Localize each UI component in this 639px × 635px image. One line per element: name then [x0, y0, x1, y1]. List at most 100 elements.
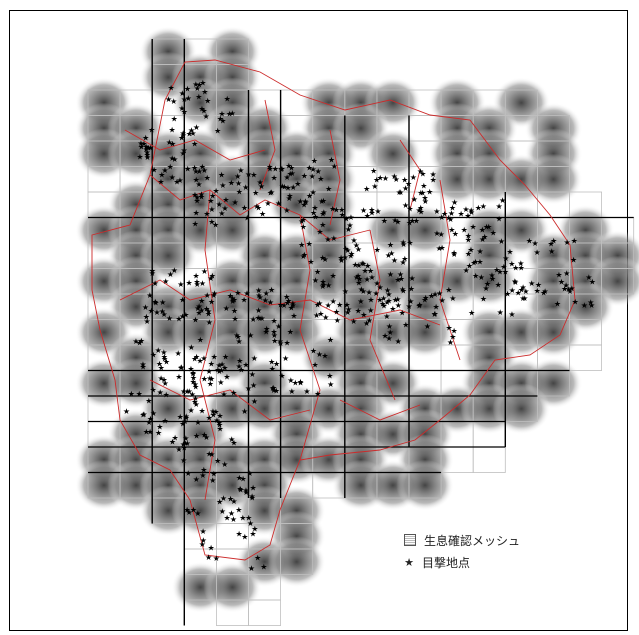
sighting-star-icon: ★ — [449, 333, 456, 342]
sighting-star-icon: ★ — [270, 386, 277, 395]
sighting-star-icon: ★ — [144, 153, 151, 162]
sighting-star-icon: ★ — [518, 264, 525, 273]
sighting-star-icon: ★ — [384, 286, 391, 295]
sighting-star-icon: ★ — [252, 188, 259, 197]
sighting-star-icon: ★ — [193, 352, 200, 361]
sighting-star-icon: ★ — [209, 407, 216, 416]
sighting-star-icon: ★ — [268, 358, 275, 367]
sighting-star-icon: ★ — [184, 387, 191, 396]
sighting-star-icon: ★ — [399, 258, 406, 267]
boundary-line — [299, 214, 321, 461]
sighting-star-icon: ★ — [201, 87, 208, 96]
sighting-star-icon: ★ — [227, 292, 234, 301]
sighting-star-icon: ★ — [401, 176, 408, 185]
sighting-star-icon: ★ — [241, 407, 248, 416]
sighting-star-icon: ★ — [482, 284, 489, 293]
sighting-star-icon: ★ — [391, 256, 398, 265]
sighting-star-icon: ★ — [210, 410, 217, 419]
sighting-star-icon: ★ — [144, 148, 151, 157]
sighting-star-icon: ★ — [213, 187, 220, 196]
sighting-star-icon: ★ — [192, 382, 199, 391]
sighting-star-icon: ★ — [210, 469, 217, 478]
sighting-star-icon: ★ — [248, 564, 255, 573]
sighting-star-icon: ★ — [374, 245, 381, 254]
sighting-star-icon: ★ — [319, 282, 326, 291]
sighting-star-icon: ★ — [355, 279, 362, 288]
sighting-star-icon: ★ — [222, 196, 229, 205]
sighting-star-icon: ★ — [158, 374, 165, 383]
sighting-star-icon: ★ — [303, 387, 310, 396]
sighting-star-icon: ★ — [322, 255, 329, 264]
sighting-star-icon: ★ — [123, 407, 130, 416]
sighting-star-icon: ★ — [379, 299, 386, 308]
sighting-star-icon: ★ — [464, 212, 471, 221]
sighting-star-icon: ★ — [535, 281, 542, 290]
sighting-star-icon: ★ — [310, 346, 317, 355]
sighting-star-icon: ★ — [191, 398, 198, 407]
sighting-star-icon: ★ — [385, 290, 392, 299]
sighting-star-icon: ★ — [355, 245, 362, 254]
sighting-star-icon: ★ — [182, 434, 189, 443]
sighting-star-icon: ★ — [289, 169, 296, 178]
sighting-star-icon: ★ — [242, 183, 249, 192]
sighting-star-icon: ★ — [224, 513, 231, 522]
sighting-star-icon: ★ — [554, 300, 561, 309]
sighting-star-icon: ★ — [517, 259, 524, 268]
sighting-star-icon: ★ — [355, 307, 362, 316]
sighting-star-icon: ★ — [203, 305, 210, 314]
sighting-star-icon: ★ — [405, 302, 412, 311]
sighting-star-icon: ★ — [445, 214, 452, 223]
sighting-star-icon: ★ — [377, 174, 384, 183]
sighting-star-icon: ★ — [275, 322, 282, 331]
sighting-star-icon: ★ — [166, 138, 173, 147]
sighting-star-icon: ★ — [216, 418, 223, 427]
sighting-star-icon: ★ — [333, 206, 340, 215]
sighting-star-icon: ★ — [189, 129, 196, 138]
sighting-star-icon: ★ — [500, 262, 507, 271]
sighting-star-icon: ★ — [144, 144, 151, 153]
sighting-star-icon: ★ — [532, 239, 539, 248]
sighting-star-icon: ★ — [350, 317, 357, 326]
sighting-star-icon: ★ — [255, 314, 262, 323]
sighting-star-icon: ★ — [231, 295, 238, 304]
sighting-star-icon: ★ — [186, 387, 193, 396]
sighting-star-icon: ★ — [217, 378, 224, 387]
sighting-star-icon: ★ — [509, 286, 516, 295]
sighting-star-icon: ★ — [279, 182, 286, 191]
sighting-star-icon: ★ — [193, 271, 200, 280]
sighting-star-icon: ★ — [148, 306, 155, 315]
sighting-star-icon: ★ — [139, 362, 146, 371]
sighting-star-icon: ★ — [152, 297, 159, 306]
sighting-star-icon: ★ — [445, 324, 452, 333]
sighting-star-icon: ★ — [338, 256, 345, 265]
sighting-star-icon: ★ — [316, 228, 323, 237]
sighting-star-icon: ★ — [243, 488, 250, 497]
sighting-star-icon: ★ — [271, 331, 278, 340]
sighting-star-icon: ★ — [373, 176, 380, 185]
sighting-star-icon: ★ — [365, 288, 372, 297]
mesh-grid — [87, 38, 635, 626]
sighting-star-icon: ★ — [183, 412, 190, 421]
boundary-line — [91, 59, 576, 561]
sighting-star-icon: ★ — [257, 178, 264, 187]
sighting-star-icon: ★ — [244, 213, 251, 222]
sighting-star-icon: ★ — [175, 315, 182, 324]
sighting-star-icon: ★ — [167, 270, 174, 279]
sighting-star-icon: ★ — [319, 220, 326, 229]
sighting-star-icon: ★ — [366, 316, 373, 325]
sighting-star-icon: ★ — [566, 287, 573, 296]
sighting-star-icon: ★ — [238, 366, 245, 375]
boundary-line — [439, 179, 461, 361]
sighting-star-icon: ★ — [240, 475, 247, 484]
sighting-star-icon: ★ — [183, 506, 190, 515]
sighting-star-icon: ★ — [508, 310, 515, 319]
sighting-star-icon: ★ — [391, 216, 398, 225]
sighting-star-icon: ★ — [337, 254, 344, 263]
sighting-star-icon: ★ — [312, 212, 319, 221]
sighting-star-icon: ★ — [343, 301, 350, 310]
sighting-star-icon: ★ — [277, 300, 284, 309]
sighting-star-icon: ★ — [139, 411, 146, 420]
sighting-star-icon: ★ — [198, 104, 205, 113]
sighting-star-icon: ★ — [190, 373, 197, 382]
sighting-star-icon: ★ — [300, 223, 307, 232]
